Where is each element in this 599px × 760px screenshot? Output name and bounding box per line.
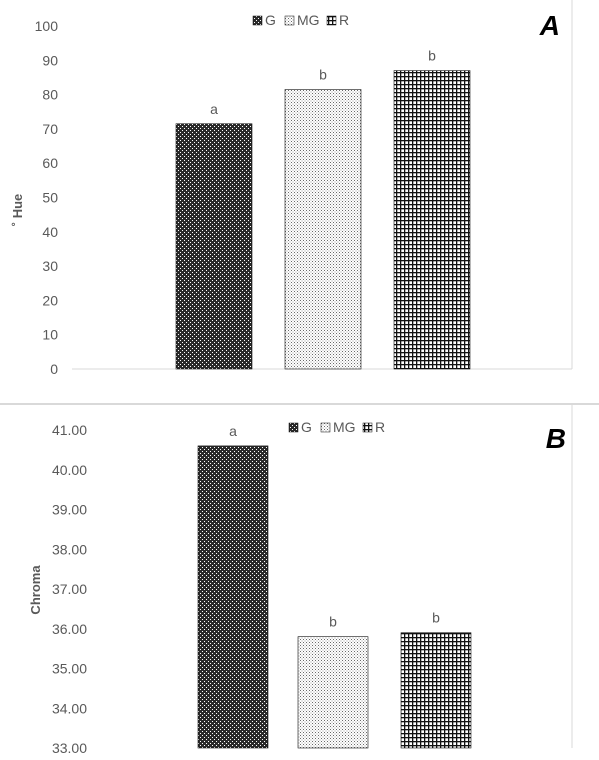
y-tick-label: 39.00: [52, 502, 87, 518]
y-tick-label: 100: [35, 18, 59, 34]
y-tick-label: 30: [42, 258, 58, 274]
legend-swatch-mg: [320, 422, 331, 433]
panel-letter: B: [546, 423, 566, 454]
panel-letter: A: [539, 10, 560, 41]
bar-mg: [297, 636, 369, 749]
legend-entry: MG: [333, 419, 356, 435]
y-axis-label: ˚ Hue: [10, 194, 25, 227]
y-tick-label: 36.00: [52, 621, 87, 637]
y-tick-label: 40: [42, 224, 58, 240]
y-tick-label: 40.00: [52, 462, 87, 478]
legend-swatch-g: [288, 422, 299, 433]
legend-entry: R: [339, 12, 349, 28]
y-tick-label: 37.00: [52, 581, 87, 597]
bar-significance-label: b: [319, 66, 327, 82]
y-tick-label: 38.00: [52, 541, 87, 557]
bar-mg: [284, 89, 362, 370]
y-tick-label: 0: [50, 361, 58, 377]
bar-r: [393, 70, 471, 370]
bar-significance-label: a: [210, 101, 218, 117]
y-tick-label: 41.00: [52, 422, 87, 438]
y-tick-label: 10: [42, 327, 58, 343]
bar-significance-label: b: [428, 48, 436, 64]
hue-chart: 0 10 20 30 40 50 60 70 80 90 100 ˚ Hue a b b G MG R A: [10, 0, 573, 377]
y-tick-label: 33.00: [52, 740, 87, 755]
legend-entry: G: [265, 12, 276, 28]
legend-swatch-r: [362, 422, 373, 433]
bar-significance-label: a: [229, 423, 237, 439]
bar-g: [197, 445, 269, 749]
panel-divider: [0, 403, 599, 405]
y-tick-label: 50: [42, 190, 58, 206]
legend-entry: MG: [297, 12, 320, 28]
y-tick-label: 34.00: [52, 700, 87, 716]
chart-panel-a: 0 10 20 30 40 50 60 70 80 90 100 ˚ Hue a b b G MG R A: [10, 0, 573, 377]
bar-significance-label: b: [432, 610, 440, 626]
legend-swatch-mg: [284, 15, 295, 26]
chroma-chart: 33.00 34.00 35.00 36.00 37.00 38.00 39.00 40.00…: [28, 400, 573, 756]
bar-g: [175, 123, 253, 370]
chart-panel-b: 33.00 34.00 35.00 36.00 37.00 38.00 39.00 40.00…: [0, 400, 599, 756]
legend-entry: R: [375, 419, 385, 435]
y-tick-label: 80: [42, 87, 58, 103]
y-tick-label: 35.00: [52, 661, 87, 677]
y-tick-label: 90: [42, 52, 58, 68]
legend-swatch-r: [326, 15, 337, 26]
bar-significance-label: b: [329, 614, 337, 630]
bar-r: [400, 632, 472, 749]
y-tick-label: 20: [42, 292, 58, 308]
y-tick-label: 60: [42, 155, 58, 171]
legend-swatch-g: [252, 15, 263, 26]
y-axis-label: Chroma: [28, 565, 43, 615]
y-tick-label: 70: [42, 121, 58, 137]
legend-entry: G: [301, 419, 312, 435]
